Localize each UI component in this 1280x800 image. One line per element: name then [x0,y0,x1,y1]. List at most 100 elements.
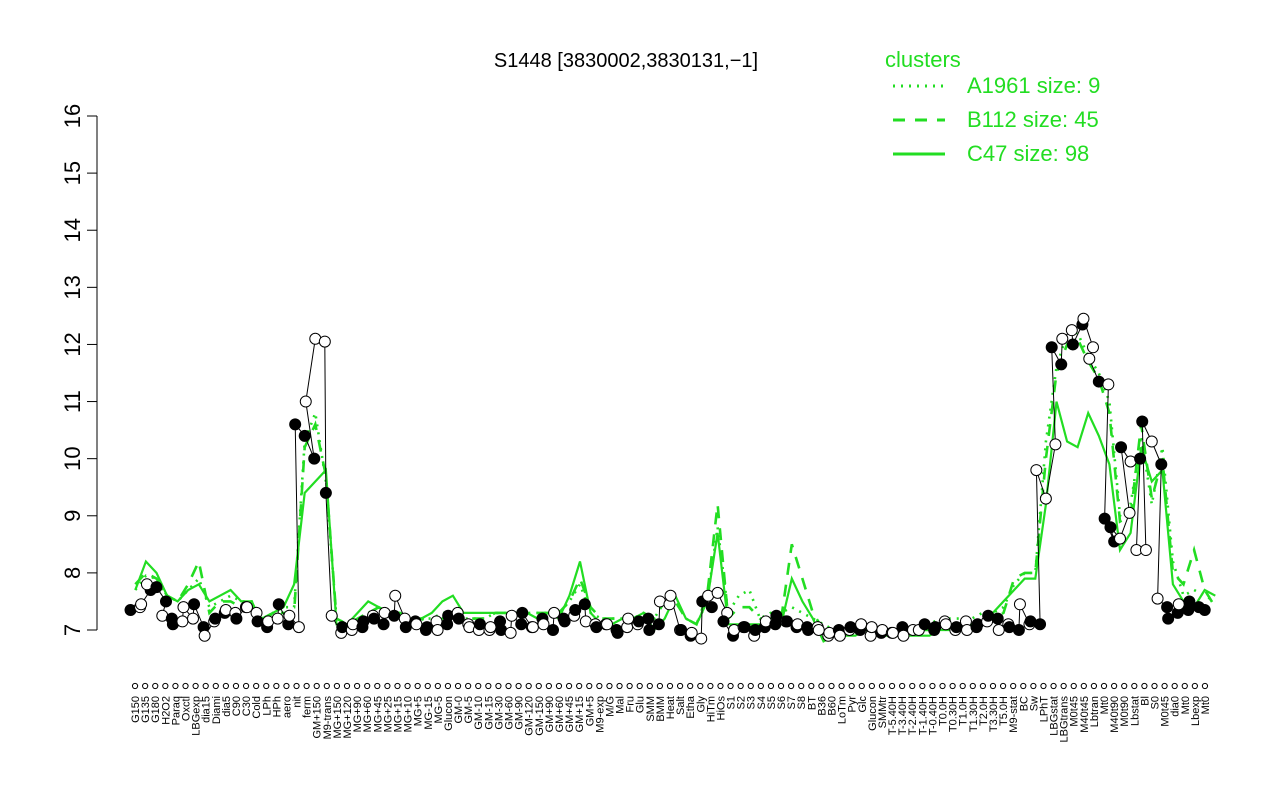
x-tick-marker [919,682,926,690]
x-tick-marker [192,682,199,690]
data-point [897,629,910,642]
data-point [578,598,591,611]
data-point [150,581,163,594]
x-tick-marker [414,682,421,690]
data-point [1039,492,1052,505]
x-tick-marker [747,682,754,690]
data-point [991,612,1004,625]
x-tick-label: Glucon [867,696,879,731]
data-point [135,598,148,611]
x-tick-marker [666,682,674,690]
x-tick-label: Lbstat [1129,696,1141,726]
data-point [695,632,708,645]
x-tick-marker [283,682,290,690]
x-tick-marker [757,682,764,690]
data-point [388,609,401,622]
x-tick-label: GM+15 [574,696,586,732]
x-tick-label: T-0.40H [927,696,939,735]
x-tick-marker [999,682,1007,690]
x-tick-label: LPh [261,696,273,716]
x-tick-marker [424,682,431,690]
y-axis: 7 8 9 10 11 12 13 14 15 16 [60,104,98,636]
y-tick-label: 7 [60,624,85,636]
x-tick-marker [838,682,845,690]
x-tick-marker [1191,682,1198,690]
x-tick-label: MG+150 [332,696,344,739]
data-point [537,618,550,631]
x-tick-label: MG+25 [382,696,394,732]
data-point [289,418,302,431]
legend-label: A1961 size: 9 [967,73,1100,98]
data-point [1139,544,1152,557]
x-tick-marker [1100,682,1108,690]
x-tick-label: S5 [766,696,778,709]
data-point [1030,464,1043,477]
x-tick-label: S6 [776,696,788,709]
data-point [1087,341,1099,354]
x-tick-marker [808,682,815,690]
data-point [1162,612,1175,625]
x-tick-marker [717,682,724,690]
x-tick-marker [707,682,714,690]
x-tick-marker [293,682,300,690]
data-point [1034,618,1047,631]
x-tick-label: GM-90 [514,696,526,730]
x-tick-marker [505,682,512,690]
x-tick-label: Oxctl [181,696,193,721]
x-tick-marker [979,682,986,690]
x-tick-marker [888,682,896,690]
x-tick-marker [454,682,462,690]
x-tick-marker [232,682,240,690]
x-tick-label: Fru [625,696,637,713]
x-tick-marker [798,682,805,690]
x-tick-marker [212,682,219,690]
data-point [431,624,444,636]
data-point [711,586,724,599]
x-tick-label: Gly [695,696,707,713]
x-tick-label: G150 [130,696,142,723]
x-tick-label: T-3.40H [897,696,909,735]
x-tick-label: Sw [1028,696,1040,711]
x-tick-label: T2.0H [978,696,990,726]
data-point [855,618,868,631]
x-tick-marker [253,682,260,690]
x-tick-marker [313,682,320,690]
x-tick-label: Heat [665,696,677,719]
data-point [1083,352,1096,365]
x-tick-marker [687,682,694,690]
x-tick-label: Salt [675,696,687,715]
data-point [1134,452,1147,465]
x-tick-marker [828,682,835,690]
x-tick-label: MG+60 [362,696,374,732]
data-point [1183,595,1196,608]
x-tick-marker [273,682,280,690]
x-tick-label: T3.30H [988,696,1000,732]
x-tick-marker [858,682,865,690]
x-tick-marker [515,682,522,690]
x-tick-marker [333,682,341,690]
x-tick-marker [475,682,482,690]
x-tick-label: G180 [150,696,162,723]
x-tick-marker [1111,682,1118,690]
x-tick-label: Glc [857,696,869,713]
x-tick-marker [495,682,502,690]
x-tick-marker [1151,682,1158,690]
x-tick-marker [1161,682,1168,690]
x-tick-label: S8 [796,696,808,709]
x-tick-label: S0 [1149,696,1161,709]
x-tick-label: M0t45 [1160,696,1172,727]
data-point [177,601,190,614]
data-point [642,612,655,625]
x-tick-label: T1.30H [968,696,980,732]
data-point [1013,598,1026,611]
x-tick-label: M9-exp [594,696,606,733]
x-tick-marker [616,682,623,690]
x-tick-marker [374,682,381,690]
x-tick-label: M40t90 [1109,696,1121,733]
x-tick-label: GM-30 [493,696,505,730]
data-point [1102,378,1115,391]
data-point [1115,441,1128,454]
x-tick-label: dia5 [221,696,233,717]
x-tick-label: Diami [211,696,223,724]
x-tick-label: nit [292,696,304,708]
